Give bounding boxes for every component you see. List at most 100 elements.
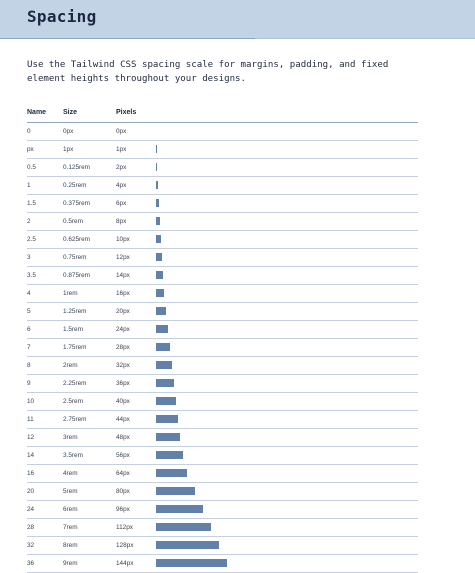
spacing-bar	[156, 505, 204, 513]
table-row: 4 1rem 16px	[27, 285, 418, 303]
spacing-bar	[156, 343, 170, 351]
spacing-name: px	[27, 146, 34, 153]
table-row: 20 5rem 80px	[27, 483, 418, 501]
spacing-name: 2	[27, 218, 31, 225]
table-row: 0.5 0.125rem 2px	[27, 159, 418, 177]
spacing-pixels: 48px	[116, 434, 130, 441]
table-row: 1.5 0.375rem 6px	[27, 195, 418, 213]
spacing-name: 10	[27, 398, 35, 405]
spacing-name: 16	[27, 470, 35, 477]
spacing-name: 0	[27, 128, 31, 135]
spacing-bar	[156, 181, 158, 189]
table-row: 2 0.5rem 8px	[27, 213, 418, 231]
spacing-size: 0px	[63, 128, 74, 135]
table-row: 2.5 0.625rem 10px	[27, 231, 418, 249]
spacing-pixels: 144px	[116, 560, 134, 567]
spacing-size: 9rem	[63, 560, 78, 567]
spacing-size: 8rem	[63, 542, 78, 549]
table-row: 36 9rem 144px	[27, 555, 418, 573]
spacing-size: 0.25rem	[63, 182, 87, 189]
spacing-table: Name Size Pixels 0 0px 0px px 1px 1px 0.5 0.125…	[27, 104, 418, 573]
spacing-name: 28	[27, 524, 35, 531]
spacing-size: 5rem	[63, 488, 78, 495]
spacing-bar	[156, 415, 178, 423]
spacing-pixels: 56px	[116, 452, 130, 459]
spacing-pixels: 80px	[116, 488, 130, 495]
table-row: 5 1.25rem 20px	[27, 303, 418, 321]
spacing-size: 2.5rem	[63, 398, 83, 405]
spacing-pixels: 64px	[116, 470, 130, 477]
column-header-size: Size	[63, 109, 78, 116]
spacing-name: 24	[27, 506, 35, 513]
spacing-bar	[156, 199, 159, 207]
spacing-bar	[156, 271, 163, 279]
spacing-pixels: 6px	[116, 200, 127, 207]
spacing-pixels: 44px	[116, 416, 130, 423]
spacing-pixels: 1px	[116, 146, 127, 153]
spacing-bar	[156, 145, 157, 153]
table-row: 8 2rem 32px	[27, 357, 418, 375]
table-row: 32 8rem 128px	[27, 537, 418, 555]
spacing-bar	[156, 361, 172, 369]
table-row: px 1px 1px	[27, 141, 418, 159]
spacing-name: 9	[27, 380, 31, 387]
spacing-size: 2.25rem	[63, 380, 87, 387]
table-row: 10 2.5rem 40px	[27, 393, 418, 411]
spacing-size: 0.625rem	[63, 236, 90, 243]
column-header-name: Name	[27, 109, 47, 116]
spacing-size: 7rem	[63, 524, 78, 531]
table-row: 3.5 0.875rem 14px	[27, 267, 418, 285]
spacing-name: 7	[27, 344, 31, 351]
spacing-name: 1.5	[27, 200, 36, 207]
spacing-bar	[156, 559, 227, 567]
spacing-pixels: 10px	[116, 236, 130, 243]
spacing-size: 1.5rem	[63, 326, 83, 333]
spacing-size: 0.125rem	[63, 164, 90, 171]
spacing-bar	[156, 325, 168, 333]
table-row: 7 1.75rem 28px	[27, 339, 418, 357]
spacing-name: 1	[27, 182, 31, 189]
spacing-size: 1.25rem	[63, 308, 87, 315]
spacing-name: 8	[27, 362, 31, 369]
spacing-pixels: 20px	[116, 308, 130, 315]
table-header: Name Size Pixels	[27, 104, 418, 123]
spacing-pixels: 112px	[116, 524, 133, 531]
spacing-bar	[156, 379, 174, 387]
spacing-size: 1px	[63, 146, 74, 153]
spacing-bar	[156, 289, 164, 297]
spacing-pixels: 12px	[116, 254, 130, 261]
spacing-name: 3.5	[27, 272, 36, 279]
spacing-name: 36	[27, 560, 35, 567]
spacing-size: 2.75rem	[63, 416, 87, 423]
table-row: 0 0px 0px	[27, 123, 418, 141]
spacing-size: 3.5rem	[63, 452, 83, 459]
spacing-name: 3	[27, 254, 31, 261]
spacing-name: 6	[27, 326, 31, 333]
spacing-bar	[156, 253, 162, 261]
page-header: Spacing	[0, 0, 475, 39]
spacing-name: 11	[27, 416, 34, 423]
spacing-bar	[156, 217, 160, 225]
spacing-pixels: 16px	[116, 290, 130, 297]
spacing-pixels: 4px	[116, 182, 127, 189]
table-row: 24 6rem 96px	[27, 501, 418, 519]
spacing-bar	[156, 487, 196, 495]
spacing-name: 20	[27, 488, 35, 495]
table-row: 3 0.75rem 12px	[27, 249, 418, 267]
spacing-pixels: 36px	[116, 380, 130, 387]
spacing-bar	[156, 163, 157, 171]
spacing-size: 0.5rem	[63, 218, 83, 225]
table-body: 0 0px 0px px 1px 1px 0.5 0.125rem 2px 1 0.25rem 4px…	[27, 123, 418, 573]
spacing-name: 0.5	[27, 164, 36, 171]
spacing-name: 14	[27, 452, 35, 459]
spacing-bar	[156, 397, 176, 405]
table-row: 9 2.25rem 36px	[27, 375, 418, 393]
spacing-name: 2.5	[27, 236, 36, 243]
table-row: 28 7rem 112px	[27, 519, 418, 537]
spacing-bar	[156, 451, 184, 459]
spacing-size: 0.875rem	[63, 272, 90, 279]
table-row: 16 4rem 64px	[27, 465, 418, 483]
table-row: 12 3rem 48px	[27, 429, 418, 447]
column-header-pixels: Pixels	[116, 109, 137, 116]
spacing-pixels: 14px	[116, 272, 130, 279]
